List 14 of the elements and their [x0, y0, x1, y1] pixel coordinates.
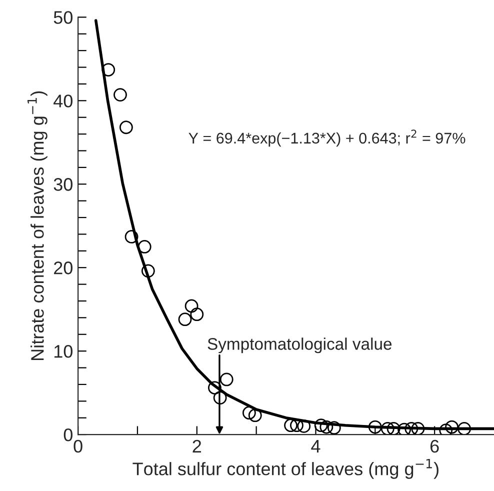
y-axis-title: Nitrate content of leaves (mg g$^{−1}$) — [28, 91, 48, 360]
y-tick-label: 50 — [54, 11, 72, 24]
x-tick-label: 6 — [430, 440, 439, 453]
annotation: Symptomatological value — [208, 338, 392, 354]
y-tick-label: 30 — [54, 178, 72, 191]
x-tick-label: 0 — [74, 440, 82, 453]
y-tick-label: 40 — [54, 94, 72, 108]
annotation: Y = 69.4*exp(−1.13*X) + 0.643; r$^{2}$ = 97% — [188, 130, 466, 147]
y-tick-label: 20 — [54, 262, 72, 274]
x-tick-label: 2 — [192, 440, 202, 452]
x-tick-label: 4 — [311, 440, 320, 452]
x-axis-title: Total sulfur content of leaves (mg g$^{−1}$) — [132, 459, 438, 479]
y-tick-label: 0 — [64, 428, 72, 442]
y-tick-label: 10 — [54, 345, 72, 358]
